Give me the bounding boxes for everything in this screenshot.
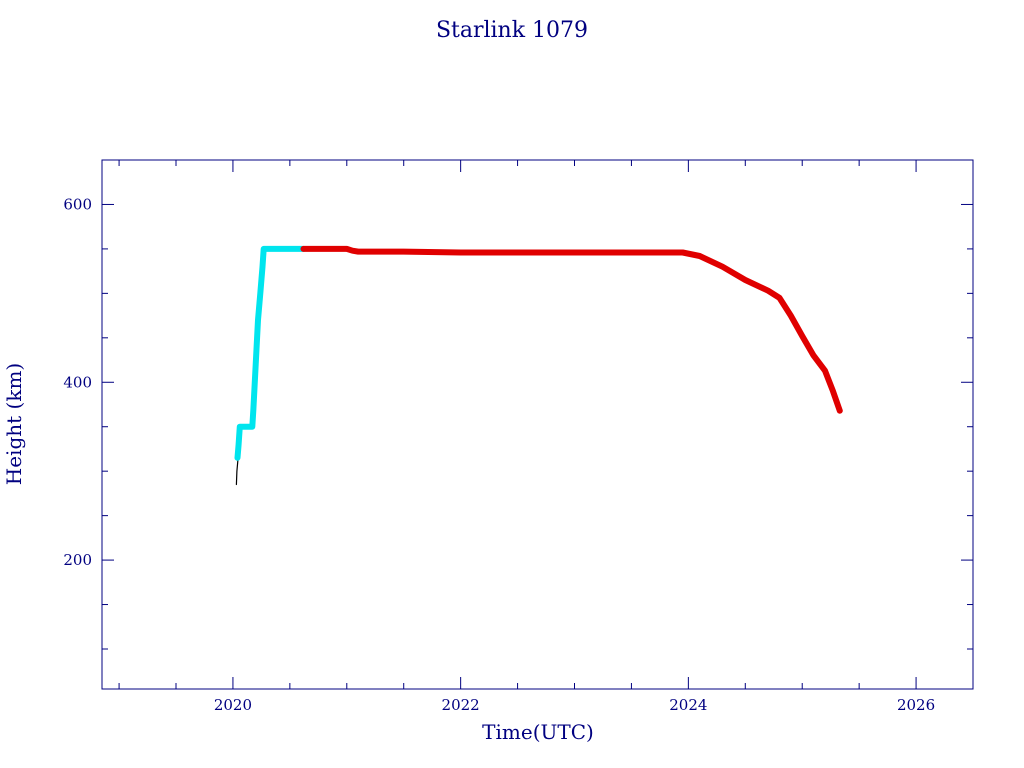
- y-tick-label: 400: [63, 373, 92, 391]
- series-line-0: [235, 457, 239, 486]
- plot-frame: [101, 159, 974, 690]
- axis-tick-labels: 2020 2022 2024 2026 200 400 600: [63, 195, 935, 714]
- x-tick-label: 2024: [669, 696, 707, 714]
- series-line-2: [300, 245, 843, 414]
- axis-ticks: [102, 159, 974, 689]
- y-axis-label: Height (km): [2, 363, 26, 485]
- x-axis-label: Time(UTC): [482, 720, 594, 744]
- x-tick-label: 2020: [214, 696, 252, 714]
- y-tick-label: 600: [63, 195, 92, 213]
- y-tick-label: 200: [63, 551, 92, 569]
- data-series: [234, 245, 843, 486]
- series-line-1: [234, 245, 307, 461]
- x-tick-label: 2026: [897, 696, 935, 714]
- x-tick-label: 2022: [442, 696, 480, 714]
- chart-title: Starlink 1079: [436, 18, 588, 43]
